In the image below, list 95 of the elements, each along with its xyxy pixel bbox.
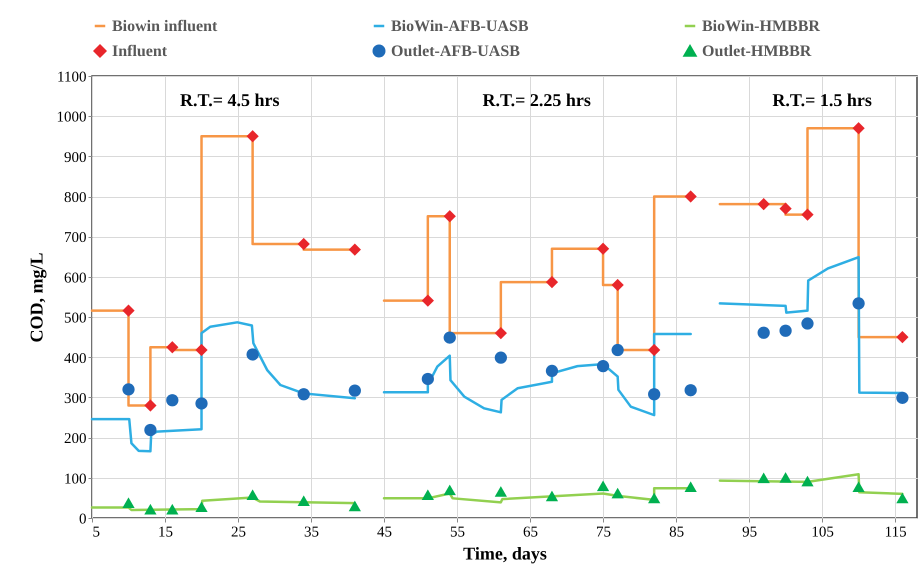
point	[546, 364, 558, 378]
point	[195, 397, 208, 410]
point	[166, 504, 178, 514]
point	[348, 500, 361, 512]
legend-label: Outlet-AFB-UASB	[391, 43, 520, 60]
point	[122, 304, 135, 317]
point	[801, 208, 814, 221]
x-tick-label: 65	[523, 524, 538, 540]
legend-label: BioWin-HMBBR	[702, 18, 820, 35]
legend-label: BioWin-AFB-UASB	[391, 18, 529, 35]
point	[122, 497, 135, 508]
point	[144, 504, 157, 514]
x-tick-label: 5	[92, 524, 100, 540]
point	[144, 424, 157, 436]
point	[684, 384, 697, 396]
x-tick-label: 15	[158, 524, 174, 540]
annotation: R.T.= 1.5 hrs	[772, 90, 872, 110]
point	[166, 394, 178, 406]
point	[801, 476, 814, 486]
annotation: R.T.= 4.5 hrs	[180, 90, 280, 110]
y-axis-title: COD, mg/L	[26, 252, 46, 342]
point	[444, 210, 456, 222]
point	[852, 122, 865, 134]
point	[612, 344, 624, 356]
point	[166, 341, 178, 354]
annotation: R.T.= 2.25 hrs	[482, 90, 591, 110]
y-tick-label: 200	[64, 431, 86, 448]
point	[758, 472, 770, 484]
point	[648, 344, 660, 356]
point	[422, 294, 434, 307]
x-tick-label: 55	[450, 524, 466, 540]
x-tick-label: 75	[596, 524, 612, 540]
x-tick-label: 95	[742, 524, 758, 540]
point	[801, 317, 814, 330]
y-tick-label: 700	[64, 230, 86, 246]
x-tick-label: 85	[669, 524, 684, 540]
legend-label: Influent	[112, 43, 168, 60]
point	[298, 388, 310, 400]
y-tick-label: 1000	[56, 110, 86, 126]
x-tick-label: 115	[884, 524, 907, 540]
point	[896, 392, 909, 404]
point	[422, 489, 434, 500]
point	[348, 243, 361, 256]
x-tick-label: 45	[377, 524, 392, 540]
point	[896, 331, 909, 344]
point	[195, 344, 208, 356]
point	[758, 326, 770, 339]
y-tick-label: 900	[64, 150, 86, 166]
point	[422, 372, 434, 386]
point	[596, 480, 610, 492]
point	[494, 486, 507, 497]
point	[648, 388, 660, 400]
y-tick-label: 0	[79, 512, 86, 528]
point	[684, 481, 697, 492]
x-tick-label: 35	[304, 524, 320, 540]
legend-label: Biowin influent	[112, 18, 218, 35]
point	[648, 492, 660, 504]
y-tick-label: 100	[64, 471, 86, 488]
y-tick-label: 800	[64, 190, 86, 206]
point	[246, 130, 259, 142]
point	[612, 488, 624, 498]
point	[779, 202, 792, 215]
point	[596, 242, 610, 255]
legend-label: Outlet-HMBBR	[702, 43, 812, 60]
y-tick-label: 400	[64, 350, 86, 367]
point	[494, 352, 507, 364]
point	[144, 399, 157, 412]
point	[546, 490, 558, 502]
x-axis-title: Time, days	[463, 544, 547, 564]
point	[444, 484, 456, 496]
point	[779, 472, 792, 483]
point	[246, 489, 259, 500]
point	[546, 276, 558, 288]
point	[684, 190, 697, 203]
y-tick-label: 1100	[57, 70, 86, 86]
x-tick-label: 25	[231, 524, 246, 540]
point	[298, 495, 310, 506]
point	[758, 198, 770, 210]
point	[348, 384, 361, 397]
point	[612, 278, 624, 292]
point	[852, 481, 865, 492]
point	[122, 383, 135, 396]
point	[246, 348, 259, 361]
point	[494, 327, 507, 340]
y-tick-label: 300	[64, 390, 86, 407]
point	[779, 324, 792, 337]
y-tick-label: 600	[64, 270, 86, 286]
point	[444, 331, 456, 344]
point	[596, 360, 610, 372]
point	[896, 492, 909, 504]
point	[195, 501, 208, 512]
point	[852, 297, 865, 310]
y-tick-label: 500	[64, 310, 86, 327]
x-tick-label: 105	[811, 524, 834, 540]
point	[298, 238, 310, 250]
